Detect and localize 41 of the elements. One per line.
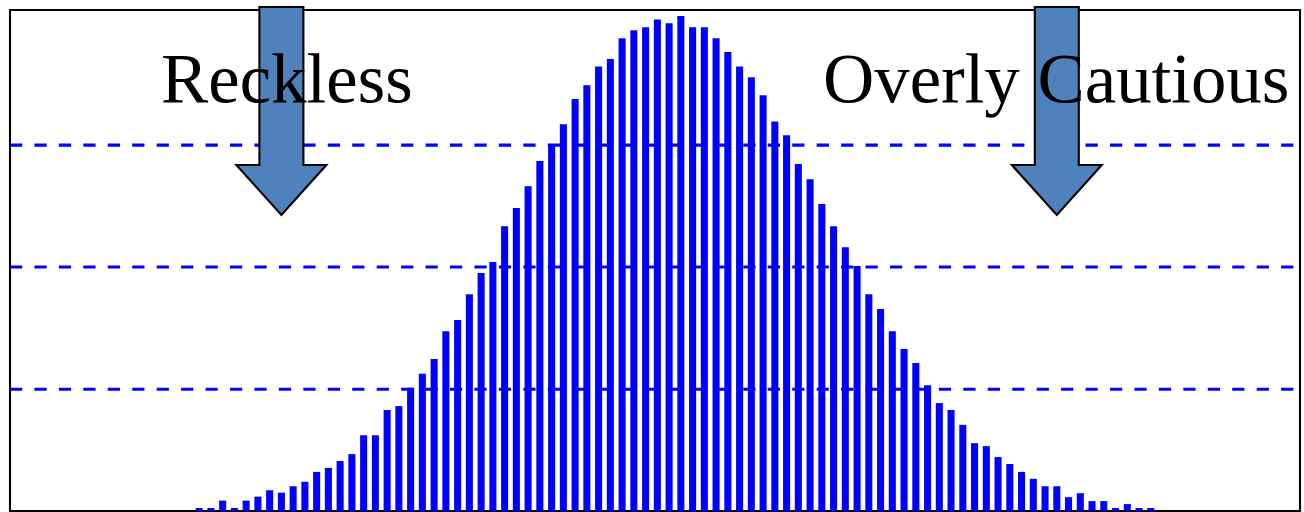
bar	[1029, 478, 1037, 511]
bar	[289, 486, 297, 511]
bar	[230, 508, 238, 511]
bar	[266, 490, 274, 511]
bar	[959, 424, 967, 511]
bar	[277, 492, 285, 511]
bar	[242, 500, 250, 511]
bar	[195, 508, 203, 511]
bar	[1112, 508, 1120, 511]
bar	[336, 461, 344, 511]
bar	[219, 500, 227, 511]
bar	[1018, 471, 1026, 511]
bar	[783, 135, 791, 511]
bar	[1065, 497, 1073, 511]
bar	[207, 508, 215, 511]
bar	[1135, 508, 1143, 511]
bar	[806, 179, 814, 511]
bar	[324, 467, 332, 511]
bar	[489, 261, 497, 511]
bar	[360, 435, 368, 511]
bar	[994, 457, 1002, 511]
bar	[1100, 501, 1108, 511]
bar	[254, 496, 262, 511]
bar	[313, 471, 321, 511]
bar	[395, 406, 403, 511]
bar	[512, 208, 520, 511]
bar	[301, 481, 309, 511]
bar	[935, 403, 943, 511]
bar	[1053, 486, 1061, 511]
bar	[971, 443, 979, 511]
bar	[1006, 463, 1014, 511]
bar	[1076, 493, 1084, 511]
bar	[1088, 501, 1096, 511]
bar	[982, 446, 990, 511]
bar	[383, 410, 391, 511]
bar	[1123, 504, 1131, 511]
bar	[371, 435, 379, 511]
bar	[348, 454, 356, 511]
bar	[1041, 486, 1049, 511]
bar	[947, 410, 955, 511]
bar	[1147, 508, 1155, 511]
